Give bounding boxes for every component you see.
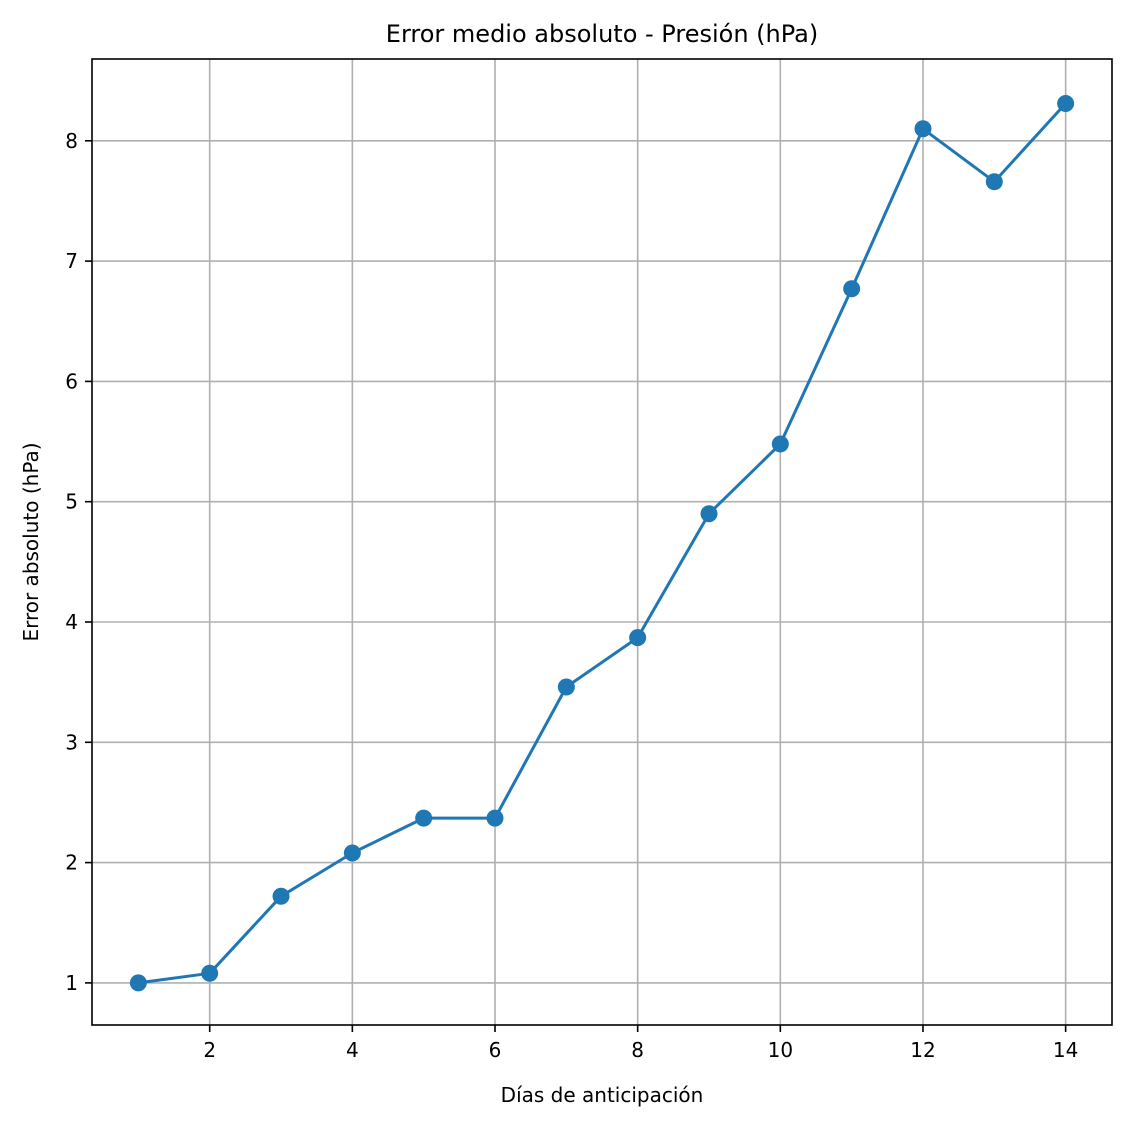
data-point xyxy=(914,120,932,138)
grid-lines xyxy=(92,59,1112,1025)
data-point xyxy=(985,173,1003,191)
data-point xyxy=(343,844,361,862)
x-tick-label: 10 xyxy=(768,1038,793,1062)
data-point xyxy=(272,887,290,905)
chart-title: Error medio absoluto - Presión (hPa) xyxy=(386,20,818,48)
data-point xyxy=(1057,95,1075,113)
axes-frame xyxy=(91,58,1113,1026)
data-point xyxy=(771,435,789,453)
data-point xyxy=(700,505,718,523)
data-point xyxy=(629,629,647,647)
series-layer xyxy=(129,95,1075,992)
x-tick-label: 4 xyxy=(346,1038,359,1062)
y-axis-ticks: 1 2 3 4 5 6 7 8 xyxy=(65,129,92,995)
x-tick-label: 12 xyxy=(910,1038,935,1062)
data-point xyxy=(415,809,433,827)
x-tick-label: 14 xyxy=(1053,1038,1078,1062)
data-point xyxy=(201,964,219,982)
y-tick-label: 1 xyxy=(65,971,78,995)
y-tick-label: 5 xyxy=(65,490,78,514)
y-tick-label: 8 xyxy=(65,129,78,153)
x-tick-label: 6 xyxy=(489,1038,502,1062)
x-axis-label: Días de anticipación xyxy=(501,1083,704,1107)
x-axis-ticks: 2 4 6 8 10 12 14 xyxy=(203,1025,1078,1062)
y-tick-label: 3 xyxy=(65,730,78,754)
data-point xyxy=(557,678,575,696)
x-tick-label: 8 xyxy=(631,1038,644,1062)
y-tick-label: 4 xyxy=(65,610,78,634)
data-point xyxy=(129,974,147,992)
plot-background xyxy=(92,59,1112,1025)
x-tick-label: 2 xyxy=(203,1038,216,1062)
series-line xyxy=(138,102,1067,985)
y-axis-label: Error absoluto (hPa) xyxy=(19,442,43,641)
data-point xyxy=(843,280,861,298)
y-tick-label: 7 xyxy=(65,249,78,273)
y-tick-label: 6 xyxy=(65,369,78,393)
y-tick-label: 2 xyxy=(65,851,78,875)
data-point xyxy=(486,809,504,827)
